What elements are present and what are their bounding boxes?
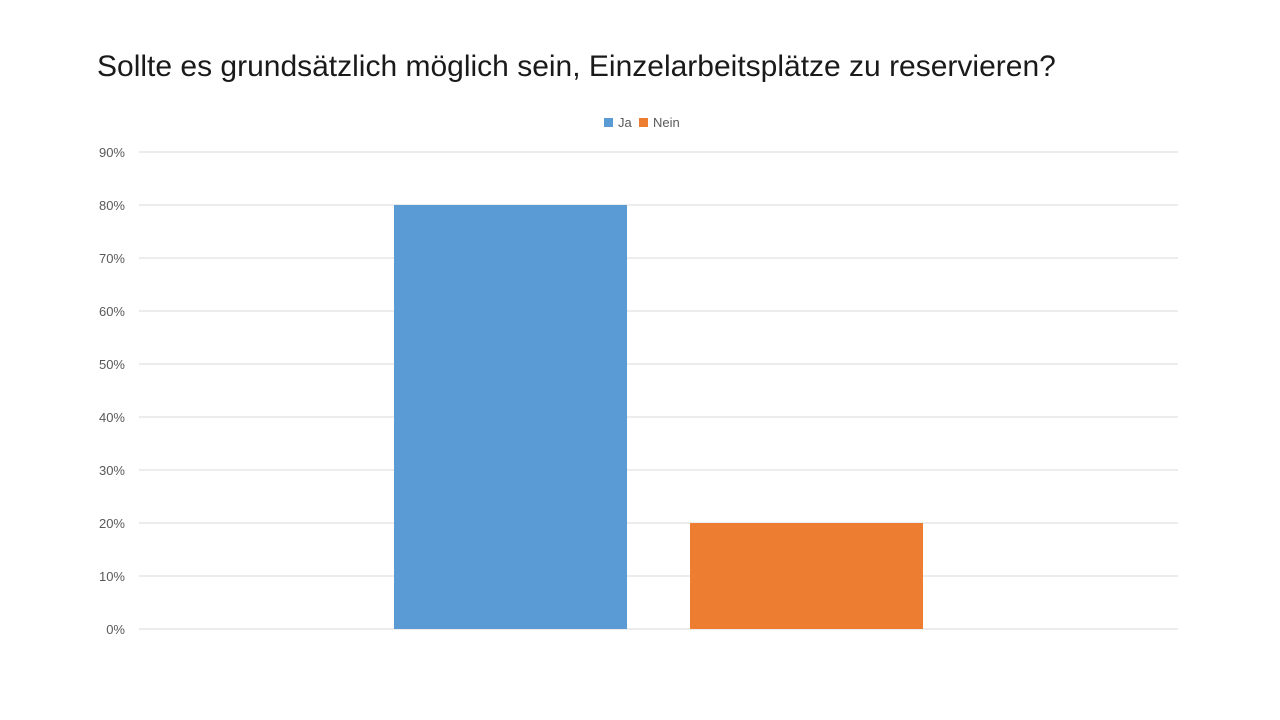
y-tick-label: 90%: [99, 145, 125, 160]
legend-item-ja: Ja: [604, 115, 632, 130]
legend-label-nein: Nein: [653, 115, 680, 130]
chart-legend: Ja Nein: [0, 115, 1280, 131]
bar-ja: [394, 205, 627, 629]
legend-swatch-nein: [639, 118, 648, 127]
y-tick-label: 20%: [99, 516, 125, 531]
y-tick-label: 50%: [99, 357, 125, 372]
legend-swatch-ja: [604, 118, 613, 127]
y-tick-label: 80%: [99, 198, 125, 213]
y-tick-label: 30%: [99, 463, 125, 478]
legend-item-nein: Nein: [639, 115, 680, 130]
y-tick-label: 40%: [99, 410, 125, 425]
legend-label-ja: Ja: [618, 115, 632, 130]
y-tick-label: 0%: [106, 622, 125, 637]
y-tick-label: 60%: [99, 304, 125, 319]
page-title: Sollte es grundsätzlich möglich sein, Ei…: [97, 50, 1056, 83]
y-tick-label: 70%: [99, 251, 125, 266]
bar-nein: [690, 523, 923, 629]
y-tick-label: 10%: [99, 569, 125, 584]
